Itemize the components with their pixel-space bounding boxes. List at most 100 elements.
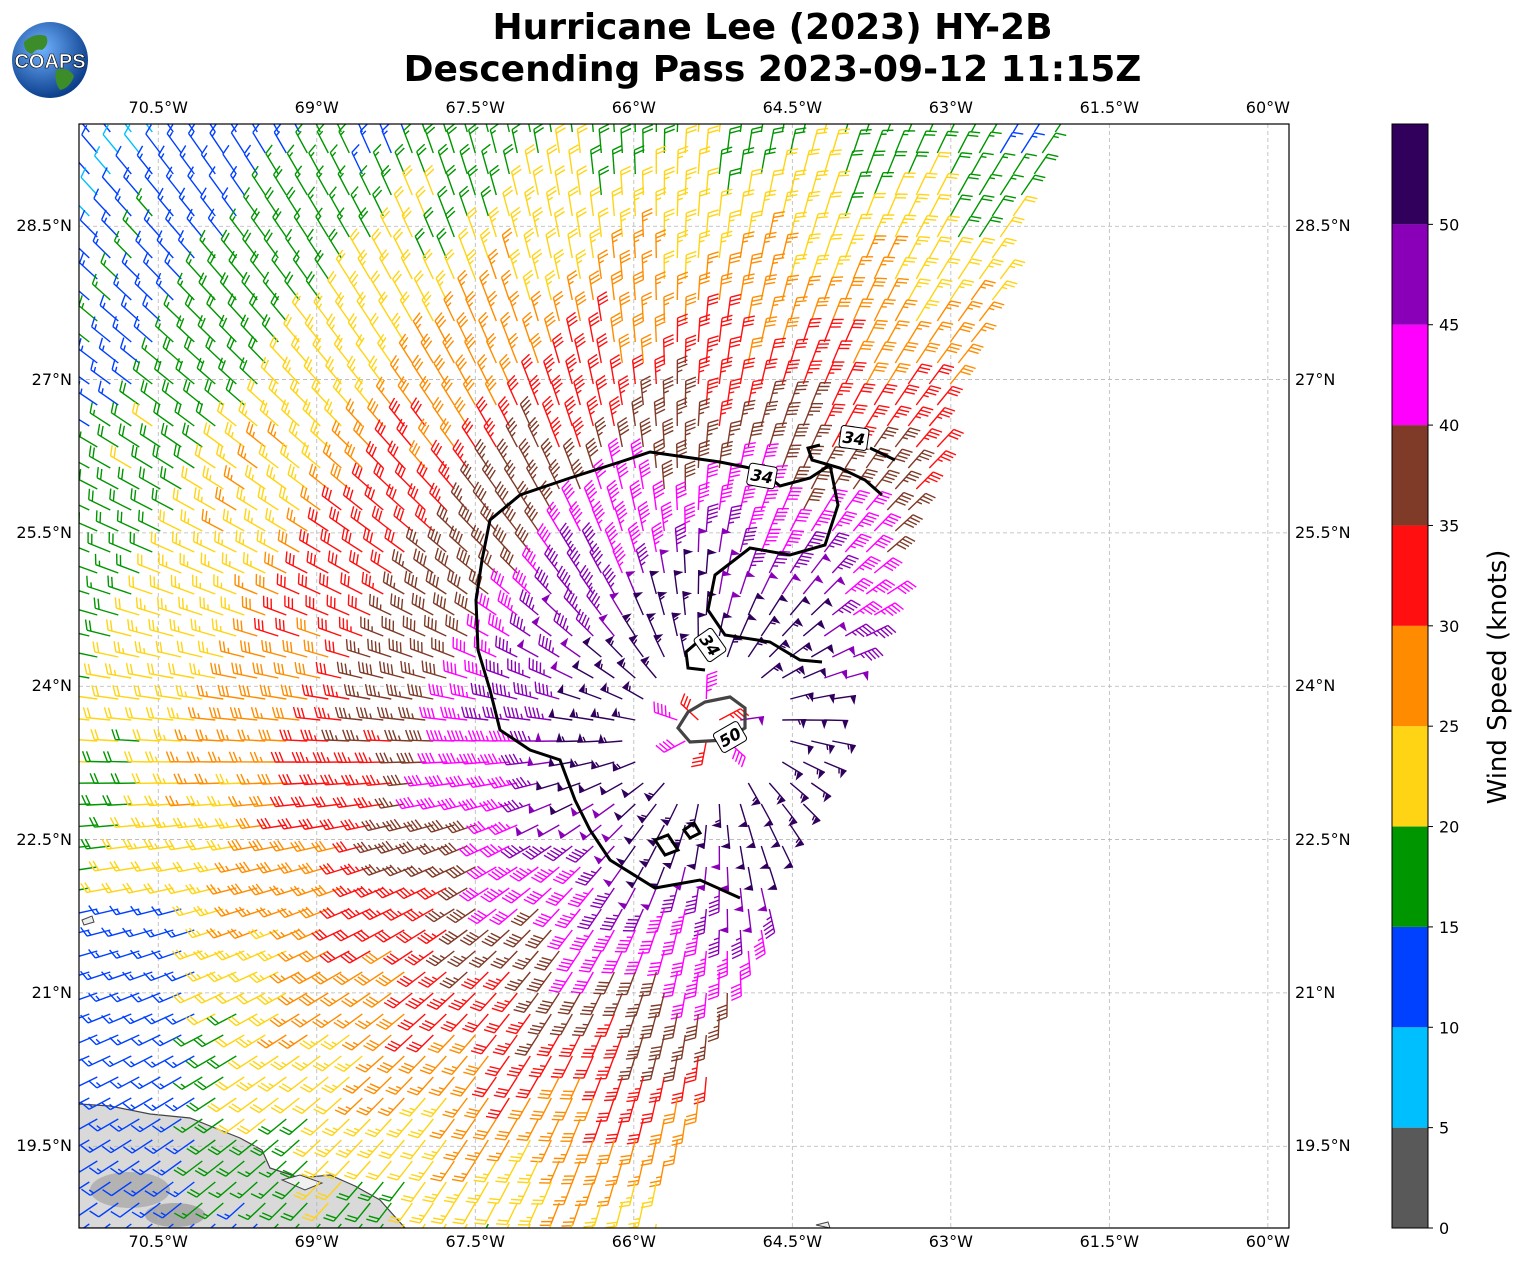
wind-barb	[705, 670, 718, 700]
wind-barb	[328, 506, 350, 532]
wind-barb	[287, 463, 308, 490]
wind-barb	[428, 683, 455, 700]
wind-barb	[151, 1076, 182, 1090]
wind-barb	[262, 595, 287, 616]
wind-barb	[208, 1223, 237, 1228]
wind-barb	[143, 209, 161, 238]
wind-barb	[660, 762, 677, 779]
wind-barb	[865, 124, 885, 133]
wind-barb	[810, 212, 829, 238]
wind-barb	[314, 1181, 342, 1201]
wind-barb	[595, 1097, 615, 1123]
wind-barb	[767, 866, 778, 891]
wind-barb	[610, 312, 622, 343]
wind-barb	[99, 294, 119, 322]
wind-barb	[726, 335, 742, 364]
wind-barb	[789, 338, 809, 364]
wind-barb	[553, 207, 565, 238]
wind-barb	[596, 1139, 615, 1165]
wind-barb	[141, 337, 161, 364]
wind-barb	[200, 552, 224, 574]
wind-barb	[429, 482, 447, 511]
wind-barb	[915, 214, 939, 238]
wind-barb	[560, 637, 581, 658]
wind-barb	[718, 612, 733, 637]
wind-barb	[417, 418, 434, 448]
wind-barb	[359, 164, 371, 196]
wind-barb	[340, 950, 371, 964]
colorbar-frame	[1391, 123, 1429, 1229]
wind-barb	[529, 1097, 552, 1121]
wind-barb	[802, 233, 821, 259]
wind-barb	[353, 796, 384, 809]
wind-barb	[391, 549, 413, 574]
wind-barb	[569, 929, 594, 951]
wind-barb	[456, 547, 476, 574]
wind-barb	[358, 207, 371, 238]
wind-barb	[517, 1202, 539, 1226]
wind-barb	[697, 146, 711, 175]
wind-barb	[340, 572, 363, 595]
wind-barb	[810, 169, 829, 196]
wind-barb	[768, 210, 785, 238]
wind-barb	[399, 291, 413, 322]
wind-barb	[718, 440, 733, 469]
wind-barb	[618, 333, 630, 364]
wind-barb	[510, 206, 522, 238]
wind-barb	[739, 124, 755, 133]
wind-barb	[132, 729, 161, 742]
wind-barb	[789, 127, 807, 154]
wind-barb	[474, 438, 489, 469]
wind-barb	[928, 236, 952, 259]
wind-barb	[192, 530, 216, 553]
wind-barb	[569, 707, 594, 721]
wind-barb	[382, 774, 413, 787]
wind-barb	[844, 234, 865, 259]
wind-barb	[684, 208, 697, 238]
wind-barb	[133, 684, 161, 700]
wind-barb	[170, 574, 195, 595]
wind-barb	[747, 336, 764, 364]
wind-barb	[330, 463, 350, 490]
wind-barb	[361, 571, 384, 595]
wind-barb	[684, 292, 697, 322]
contour-34kt	[684, 638, 706, 672]
wind-barb	[915, 257, 939, 280]
wind-barb	[79, 231, 90, 259]
wind-barb	[873, 557, 903, 574]
wind-barb	[831, 340, 853, 364]
wind-barb	[978, 301, 1005, 322]
wind-barb	[333, 334, 350, 364]
wind-barb	[436, 227, 447, 259]
wind-barb	[676, 313, 688, 343]
wind-barb	[696, 654, 698, 678]
wind-barb	[552, 1139, 573, 1163]
wind-barb	[356, 1139, 384, 1159]
wind-barb	[541, 395, 554, 427]
wind-barb	[313, 706, 342, 721]
wind-barb	[606, 479, 620, 511]
wind-barb	[176, 315, 195, 343]
wind-barb	[207, 1097, 237, 1113]
wind-barb	[726, 378, 742, 406]
wind-barb	[524, 143, 536, 175]
wind-barb	[333, 752, 363, 764]
wind-barb	[865, 404, 890, 427]
wind-barb	[329, 144, 342, 175]
wind-barb	[114, 597, 140, 616]
wind-barb	[637, 500, 651, 532]
wind-barb	[385, 1076, 413, 1095]
wind-barb	[789, 466, 811, 490]
wind-barb	[374, 797, 405, 809]
wind-barb	[802, 190, 821, 217]
wind-barb	[369, 312, 384, 343]
wind-barb	[719, 655, 726, 678]
wind-barb	[581, 1034, 602, 1058]
wind-barb	[483, 417, 497, 448]
wind-barb	[109, 860, 140, 872]
wind-barb	[100, 252, 119, 280]
wind-barb	[382, 908, 413, 921]
wind-barb	[187, 1223, 216, 1228]
wind-barb	[991, 124, 1015, 133]
wind-barb	[132, 358, 153, 385]
